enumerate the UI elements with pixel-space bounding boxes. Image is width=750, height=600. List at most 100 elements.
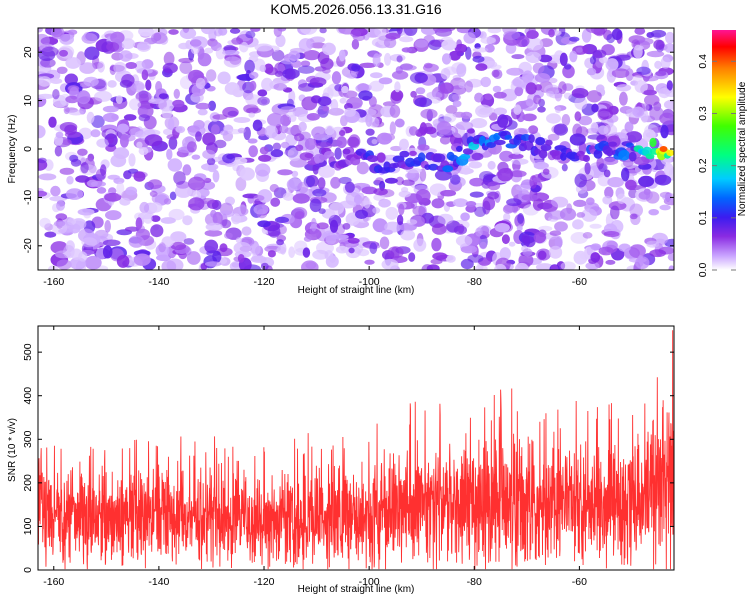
spectrogram-cell (206, 69, 217, 82)
spectrogram-cell (372, 218, 388, 233)
spectrogram-cell (288, 246, 296, 258)
spectrogram-cell (50, 185, 61, 197)
spectrogram-cell (150, 215, 161, 223)
spectrogram-cell (384, 177, 398, 184)
colorbar-tick-label: 0.2 (697, 158, 709, 173)
spectrogram-cell (469, 177, 485, 187)
spectrogram-cell (587, 134, 606, 140)
spectrogram-cell (547, 133, 560, 141)
spectrogram-cell (494, 223, 510, 233)
spectrogram-cell (253, 195, 265, 201)
spectrogram-signal-cell (304, 153, 314, 159)
spectrogram-cell (415, 189, 431, 203)
spectrogram-cell (330, 99, 339, 113)
spectrogram-cell (533, 161, 549, 170)
spectrogram-cell (589, 56, 597, 65)
spectrogram-cell (317, 165, 335, 178)
y-tick-label: 20 (22, 46, 34, 58)
spectrogram-cell (188, 197, 205, 211)
spectrogram-cell (331, 71, 342, 85)
spectrogram-cell (616, 54, 631, 61)
spectrogram-cell (561, 163, 568, 172)
spectrogram-cell (550, 264, 559, 270)
spectrogram-cell (383, 37, 397, 49)
spectrogram-cell (201, 28, 216, 35)
spectrogram-cell (273, 83, 288, 91)
x-tick-label: -120 (254, 276, 275, 288)
spectrogram-cell (492, 85, 502, 93)
spectrogram-cell (368, 96, 377, 108)
spectrogram-cell (493, 91, 507, 99)
spectrogram-cell (59, 167, 75, 175)
spectrogram-cell (659, 204, 671, 211)
snr-x-ticks: -160 -140 -120 -100 -80 -60 (43, 326, 587, 588)
spectrogram-cell (298, 121, 307, 132)
spectrogram-cell (119, 134, 129, 148)
spectrogram-cell (535, 263, 554, 270)
spectrogram-cell (341, 85, 349, 94)
spectrogram-cell (592, 49, 607, 59)
spectrogram-cell (279, 124, 289, 134)
spectrogram-cell (223, 56, 242, 68)
spectrogram-cell (398, 190, 411, 198)
spectrogram-cell (494, 263, 507, 270)
spectrogram-cell (546, 113, 561, 124)
spectrogram-cell (150, 224, 164, 238)
spectrogram-cell (66, 175, 74, 185)
spectrogram-cell (502, 204, 514, 214)
spectrogram-cell (591, 103, 599, 113)
spectrogram-cell (381, 258, 399, 270)
spectrogram-cell (474, 92, 484, 103)
spectrogram-cell (624, 121, 634, 133)
spectrogram-cell (621, 167, 630, 182)
spectrogram-cell (574, 96, 588, 110)
spectrogram-cell (474, 206, 486, 217)
spectrogram-cell (472, 55, 485, 63)
spectrogram-cell (408, 252, 416, 262)
spectrogram-cell (431, 198, 445, 209)
spectrogram-signal-cell (417, 152, 426, 163)
spectrogram-cell (625, 179, 637, 191)
spectrogram-cell (650, 29, 667, 38)
spectrogram-cell (439, 135, 451, 145)
spectrogram-cell (525, 51, 542, 63)
spectrogram-cell (475, 227, 483, 237)
colorbar-gradient (712, 30, 736, 270)
spectrogram-peak-cell (659, 146, 668, 152)
spectrogram-cell (342, 223, 351, 230)
spectrogram-signal-cell (618, 149, 630, 161)
spectrogram-signal-cell (538, 149, 548, 159)
spectrogram-cell (619, 91, 628, 106)
spectrogram-cell (244, 59, 255, 74)
spectrogram-cell (667, 253, 674, 261)
spectrogram-cell (364, 259, 375, 265)
spectrogram-cell (304, 138, 316, 150)
spectrogram-cell (80, 162, 89, 174)
spectrogram-cell (548, 245, 563, 259)
spectrogram-cell (133, 171, 146, 182)
spectrogram-cell (654, 60, 662, 69)
spectrogram-cell (257, 220, 271, 228)
spectrogram-cell (558, 81, 567, 95)
spectrogram-cell (660, 124, 669, 139)
spectrogram-cell (261, 77, 274, 92)
spectrogram-cell (582, 232, 593, 239)
spectrogram-cell (533, 231, 546, 244)
spectrogram-cell (167, 158, 183, 172)
spectrogram-cell (163, 51, 175, 66)
spectrogram-cell (247, 138, 258, 144)
spectrogram-cell (84, 255, 102, 270)
spectrogram-cell (104, 220, 111, 233)
spectrogram-cell (282, 192, 295, 201)
spectrogram-cell (173, 88, 180, 99)
spectrogram-cell (372, 53, 381, 67)
spectrogram-cell (511, 54, 525, 60)
spectrogram-cell (83, 76, 99, 87)
spectrogram-cell (170, 241, 187, 251)
spectrogram-cell (432, 252, 448, 260)
spectrogram-cell (241, 226, 252, 236)
spectrogram-cell (317, 177, 326, 190)
spectrogram-signal-cell (342, 148, 351, 155)
x-tick-label: -160 (43, 276, 64, 288)
spectrogram-cell (97, 61, 105, 73)
